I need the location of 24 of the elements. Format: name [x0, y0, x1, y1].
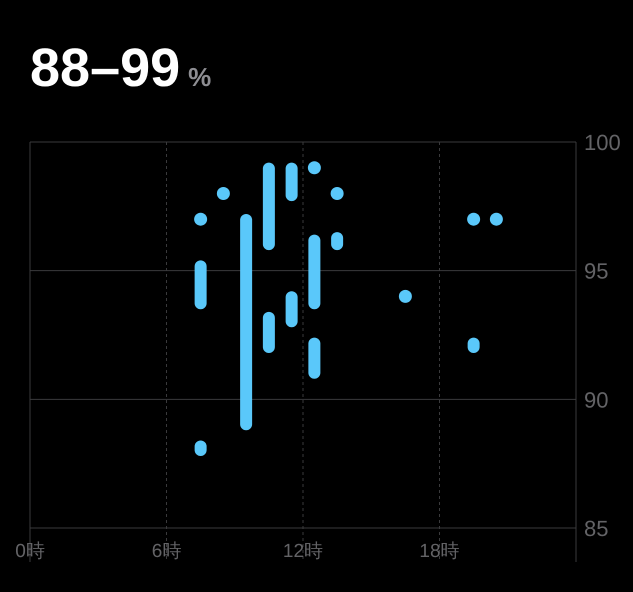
point — [308, 161, 321, 174]
x-tick-label: 18時 — [419, 541, 460, 562]
point — [490, 212, 503, 226]
bar — [262, 162, 275, 250]
chart-title: 88–99 — [30, 38, 180, 98]
point — [194, 212, 208, 226]
bar — [240, 214, 252, 430]
bar — [194, 260, 207, 310]
bar — [286, 291, 298, 328]
bar — [308, 338, 320, 379]
point — [398, 290, 412, 303]
x-tick-label: 6時 — [152, 541, 182, 562]
bar — [308, 234, 320, 310]
y-tick-label: 100 — [584, 130, 621, 155]
point — [216, 186, 230, 200]
y-tick-label: 95 — [584, 258, 608, 284]
y-tick-label: 85 — [584, 516, 608, 541]
y-tick-label: 90 — [584, 387, 608, 412]
chart-subtitle: % — [188, 62, 212, 92]
bar — [262, 312, 275, 354]
point — [330, 186, 344, 200]
x-tick-label: 12時 — [282, 541, 324, 562]
point — [467, 212, 480, 226]
bar — [286, 162, 298, 202]
